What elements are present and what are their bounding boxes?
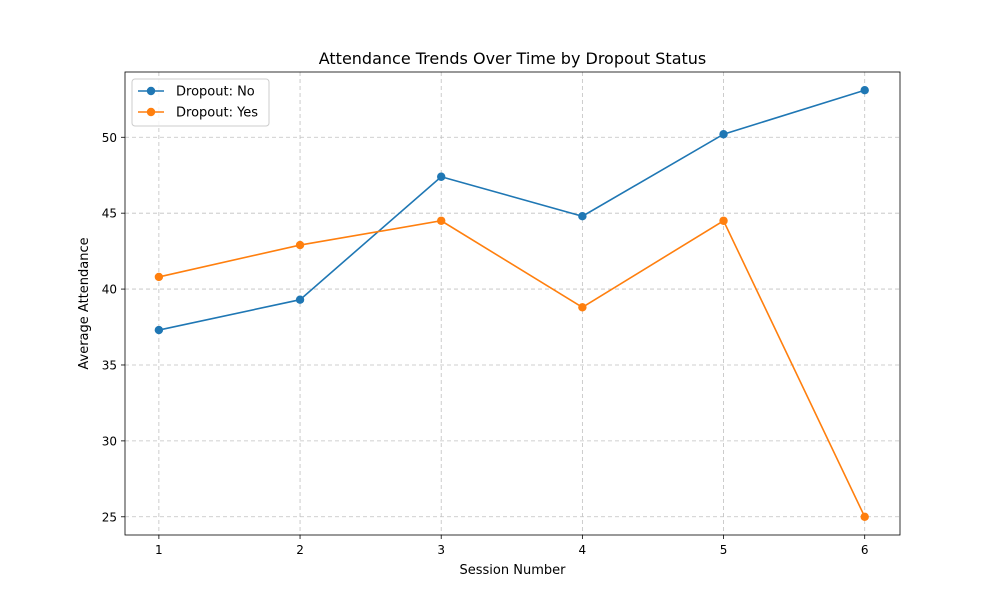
series-2-point bbox=[719, 216, 728, 225]
x-tick-label: 3 bbox=[437, 543, 445, 557]
series-line-1 bbox=[158, 89, 865, 331]
y-axis-label: Average Attendance bbox=[77, 237, 92, 369]
series-1-point bbox=[578, 212, 587, 221]
y-tick-label: 50 bbox=[102, 131, 117, 145]
series-2-point bbox=[578, 303, 587, 312]
y-tick-label: 35 bbox=[102, 358, 117, 372]
x-tick-label: 2 bbox=[296, 543, 304, 557]
series-2-point bbox=[860, 512, 869, 521]
x-axis: 1 2 3 4 5 6 bbox=[155, 535, 869, 557]
x-axis-label: Session Number bbox=[460, 563, 567, 578]
y-tick-label: 40 bbox=[102, 283, 117, 297]
series-1-point bbox=[860, 86, 869, 95]
series-1-point bbox=[154, 325, 164, 335]
series-2-point bbox=[295, 240, 305, 250]
series-2-point bbox=[154, 272, 164, 282]
series-layer bbox=[154, 86, 869, 521]
plot-frame bbox=[124, 71, 901, 536]
series-1-point bbox=[437, 172, 446, 181]
y-tick-label: 45 bbox=[102, 207, 117, 221]
y-axis: 25 30 35 40 45 50 bbox=[102, 131, 125, 524]
x-tick-label: 5 bbox=[720, 543, 728, 557]
legend-label-1: Dropout: No bbox=[176, 85, 255, 100]
chart-title: Attendance Trends Over Time by Dropout S… bbox=[319, 49, 707, 68]
x-tick-label: 1 bbox=[155, 543, 163, 557]
legend: Dropout: No Dropout: Yes bbox=[131, 78, 270, 127]
legend-label-2: Dropout: Yes bbox=[176, 106, 258, 121]
grid bbox=[125, 72, 900, 535]
legend-marker-1 bbox=[146, 86, 156, 96]
legend-box bbox=[131, 78, 270, 127]
x-tick-label: 6 bbox=[861, 543, 869, 557]
series-2-point bbox=[437, 216, 446, 225]
x-tick-label: 4 bbox=[579, 543, 587, 557]
legend-marker-2 bbox=[146, 107, 156, 117]
y-tick-label: 25 bbox=[102, 510, 117, 524]
y-tick-label: 30 bbox=[102, 434, 117, 448]
series-1-point bbox=[295, 295, 305, 304]
series-1-point bbox=[719, 130, 728, 139]
series-line-2 bbox=[158, 219, 866, 518]
